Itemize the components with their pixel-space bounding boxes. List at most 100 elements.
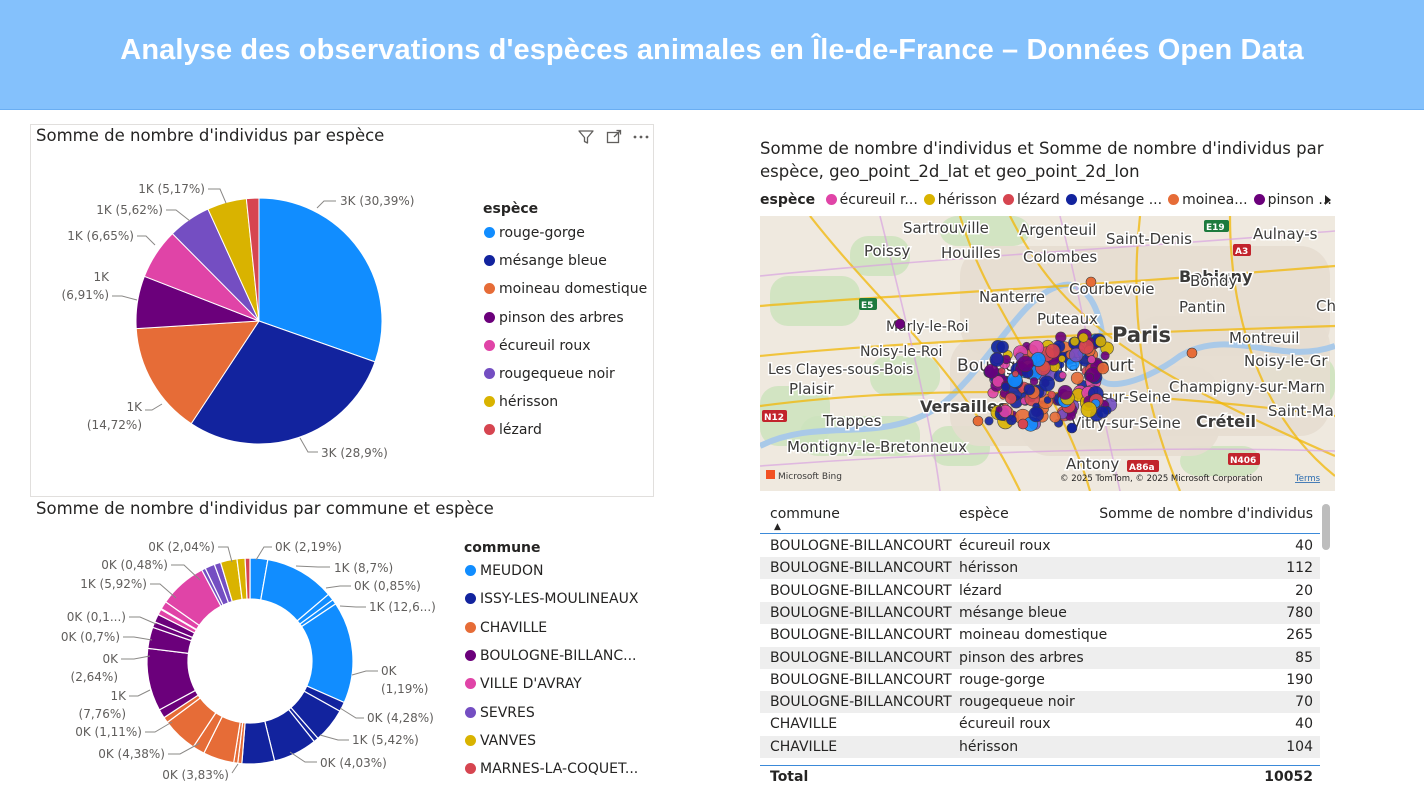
observation-bubble[interactable] xyxy=(894,318,906,330)
table-row[interactable]: BOULOGNE-BILLANCOURT rougequeue noir 70 xyxy=(760,691,1320,714)
observation-bubble[interactable] xyxy=(1045,343,1061,359)
observation-bubble[interactable] xyxy=(984,416,994,426)
map-terms-link[interactable]: Terms xyxy=(1294,474,1321,484)
donut-legend-item[interactable]: SEVRES xyxy=(465,705,535,721)
observation-bubble[interactable] xyxy=(1186,347,1198,359)
pie-legend-item[interactable]: rougequeue noir xyxy=(484,366,615,382)
column-header-sum[interactable]: Somme de nombre d'individus xyxy=(1099,506,1313,522)
road-badge xyxy=(1127,460,1159,472)
scrollbar-thumb[interactable] xyxy=(1322,504,1330,550)
observation-bubble[interactable] xyxy=(1017,418,1029,430)
pie-legend-item[interactable]: écureuil roux xyxy=(484,338,591,354)
table-row[interactable]: BOULOGNE-BILLANCOURT rouge-gorge 190 xyxy=(760,669,1320,691)
column-header-commune[interactable]: commune xyxy=(770,506,840,522)
table-row[interactable]: BOULOGNE-BILLANCOURT écureuil roux 40 xyxy=(760,535,1320,557)
map-place-label: Montreuil xyxy=(1229,329,1299,347)
observation-bubble[interactable] xyxy=(1096,406,1109,419)
observation-bubble[interactable] xyxy=(1017,355,1034,373)
observation-bubble[interactable] xyxy=(1006,414,1017,426)
observation-bubble[interactable] xyxy=(1058,355,1066,363)
map-legend-item[interactable]: mésange ... xyxy=(1065,192,1162,208)
donut-legend-item[interactable]: VILLE D'AVRAY xyxy=(465,676,582,692)
legend-next-arrow-icon[interactable] xyxy=(1323,192,1333,212)
total-label: Total xyxy=(770,769,809,785)
observation-bubble[interactable] xyxy=(1068,347,1084,363)
observation-bubble[interactable] xyxy=(1004,392,1017,405)
observation-bubble[interactable] xyxy=(1066,422,1078,434)
donut-legend-item[interactable]: VANVES xyxy=(465,733,536,749)
observation-bubble[interactable] xyxy=(1029,377,1039,386)
map-road xyxy=(760,324,1335,358)
map-legend-item[interactable]: écureuil r... xyxy=(825,192,918,208)
observation-bubble[interactable] xyxy=(1087,355,1096,364)
pie-legend-item[interactable]: lézard xyxy=(484,422,542,438)
observation-bubble[interactable] xyxy=(1070,371,1084,385)
pie-legend-item[interactable]: moineau domestique xyxy=(484,281,647,297)
donut-chart[interactable]: 0K (2,19%) 1K (8,7%) 0K (0,85%) 1K (12,6...… xyxy=(0,0,660,802)
pie-slice-0[interactable] xyxy=(258,197,383,363)
table-row[interactable]: BOULOGNE-BILLANCOURT pinson des arbres 85 xyxy=(760,646,1320,669)
observation-bubble[interactable] xyxy=(1095,335,1107,348)
pie-data-label-2: 1K xyxy=(126,400,143,414)
observation-bubble[interactable] xyxy=(1058,371,1067,380)
observation-bubble[interactable] xyxy=(1085,276,1097,288)
pie-slice-7[interactable] xyxy=(245,197,260,322)
donut-data-label-4: 0K xyxy=(381,664,398,678)
observation-bubbles[interactable] xyxy=(894,276,1198,434)
table-row[interactable]: BOULOGNE-BILLANCOURT hérisson 112 xyxy=(760,557,1320,580)
observation-bubble[interactable] xyxy=(1049,411,1061,423)
observation-bubble[interactable] xyxy=(1028,406,1045,423)
table-row[interactable]: BOULOGNE-BILLANCOURT moineau domestique 26… xyxy=(760,624,1320,646)
focus-mode-icon[interactable] xyxy=(605,128,623,146)
report-banner: Analyse des observations d'espèces anima… xyxy=(0,0,1424,110)
pie-visual-container[interactable] xyxy=(30,124,654,497)
table-row[interactable]: CHAVILLE écureuil roux 40 xyxy=(760,713,1320,735)
map-legend-item[interactable]: pinson ... xyxy=(1253,192,1332,208)
table-row[interactable]: CHAVILLE hérisson 104 xyxy=(760,735,1320,758)
observation-bubble[interactable] xyxy=(998,367,1006,375)
pie-legend-item[interactable]: rouge-gorge xyxy=(484,225,585,241)
observation-bubble[interactable] xyxy=(1047,390,1056,399)
observation-bubble[interactable] xyxy=(1011,370,1019,378)
observation-bubble[interactable] xyxy=(1085,372,1095,382)
column-header-espece[interactable]: espèce xyxy=(959,506,1009,522)
map-legend-item[interactable]: lézard xyxy=(1002,192,1060,208)
pie-legend-item[interactable]: mésange bleue xyxy=(484,253,607,269)
data-table[interactable]: commune ▲ espèce Somme de nombre d'indiv… xyxy=(760,500,1335,790)
observation-bubble[interactable] xyxy=(1038,375,1055,392)
observation-bubble[interactable] xyxy=(1070,336,1080,347)
observation-bubble[interactable] xyxy=(995,405,1003,413)
donut-segment-30[interactable] xyxy=(244,557,251,600)
observation-bubble[interactable] xyxy=(1096,362,1109,375)
more-options-icon[interactable] xyxy=(632,128,650,146)
pie-legend-item[interactable]: hérisson xyxy=(484,394,558,410)
table-scrollbar[interactable] xyxy=(1322,504,1330,764)
pie-slice-2[interactable] xyxy=(135,320,260,425)
donut-legend-item[interactable]: MARNES-LA-COQUET... xyxy=(465,761,638,777)
observation-bubble[interactable] xyxy=(1100,351,1110,361)
bing-map[interactable]: Sartrouville Argenteuil Saint-Denis Aulnay-… xyxy=(760,216,1335,491)
observation-bubble[interactable] xyxy=(1043,396,1052,404)
observation-bubble[interactable] xyxy=(989,352,1005,367)
observation-bubble[interactable] xyxy=(1001,382,1011,392)
table-row[interactable]: BOULOGNE-BILLANCOURT lézard 20 xyxy=(760,580,1320,602)
pie-slice-1[interactable] xyxy=(190,320,376,445)
observation-bubble[interactable] xyxy=(996,340,1009,354)
pie-legend-item[interactable]: pinson des arbres xyxy=(484,310,624,326)
map-legend-item[interactable]: hérisson xyxy=(923,192,997,208)
pie-data-label-6: 1K (5,17%) xyxy=(138,182,205,196)
observation-bubble[interactable] xyxy=(1078,332,1089,343)
table-row[interactable]: BOULOGNE-BILLANCOURT mésange bleue 780 xyxy=(760,601,1320,624)
observation-bubble[interactable] xyxy=(1080,401,1097,418)
filter-icon[interactable] xyxy=(577,128,595,146)
observation-bubble[interactable] xyxy=(1023,383,1035,396)
observation-bubble[interactable] xyxy=(972,415,984,427)
donut-legend-item[interactable]: ISSY-LES-MOULINEAUX xyxy=(465,591,638,607)
map-canvas[interactable]: Sartrouville Argenteuil Saint-Denis Aulnay-… xyxy=(760,216,1335,491)
donut-legend-item[interactable]: MEUDON xyxy=(465,563,543,579)
pie-chart[interactable]: 3K (30,39%) 3K (28,9%) 1K (14,72%) 1K (6,91%)… xyxy=(0,0,660,500)
observation-bubble[interactable] xyxy=(1057,384,1073,400)
donut-legend-item[interactable]: CHAVILLE xyxy=(465,620,547,636)
donut-legend-item[interactable]: BOULOGNE-BILLANC... xyxy=(465,648,637,664)
map-legend-item[interactable]: moinea... xyxy=(1168,192,1248,208)
